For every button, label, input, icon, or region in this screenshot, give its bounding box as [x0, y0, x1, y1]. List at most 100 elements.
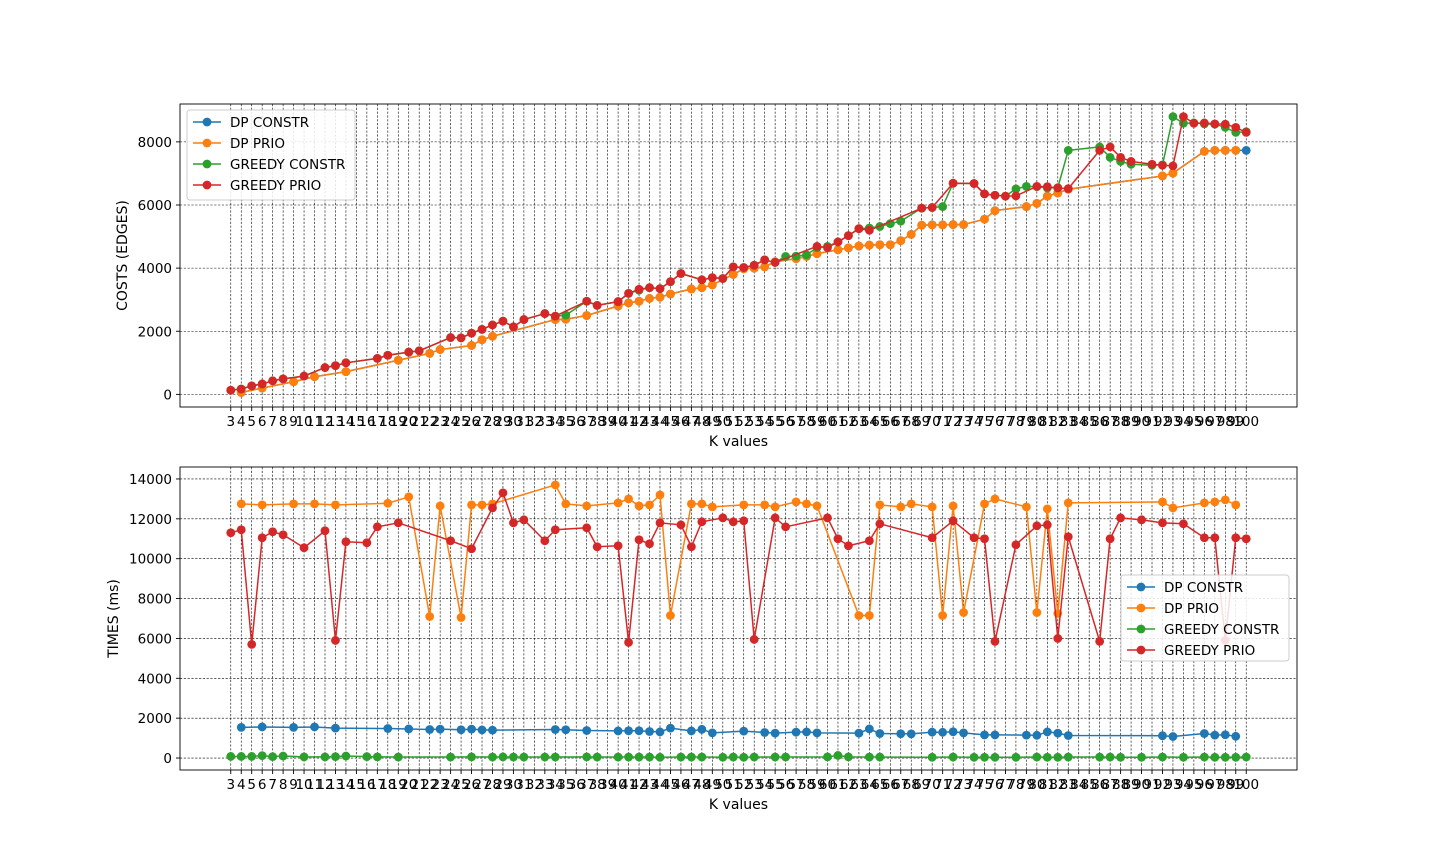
x-tick-label: 100 [1233, 777, 1259, 793]
y-tick-label: 8000 [138, 592, 172, 608]
data-point [331, 752, 340, 762]
x-axis-label: K values [709, 797, 768, 813]
x-tick-label: 6 [258, 777, 267, 793]
data-point [645, 752, 654, 762]
x-tick-label: 65 [871, 414, 888, 430]
data-point [1168, 168, 1178, 178]
x-tick-label: 90 [1133, 414, 1150, 430]
x-tick-label: 59 [808, 777, 825, 793]
x-tick-label: 87 [1102, 414, 1119, 430]
data-point [435, 501, 445, 511]
data-point [1011, 540, 1021, 550]
data-point [634, 535, 644, 545]
data-point [707, 728, 717, 738]
data-point [1063, 498, 1073, 508]
x-tick-label: 79 [1018, 414, 1035, 430]
x-tick-label: 68 [903, 777, 920, 793]
x-tick-label: 32 [526, 777, 543, 793]
data-point [864, 752, 874, 762]
data-point [760, 500, 770, 510]
data-point [1231, 752, 1241, 762]
data-point [488, 725, 497, 735]
x-tick-label: 61 [829, 777, 846, 793]
data-point [1021, 730, 1031, 740]
data-point [1105, 752, 1115, 762]
x-tick-label: 35 [557, 414, 574, 430]
data-point [1158, 731, 1167, 741]
data-point [833, 237, 843, 247]
data-point [739, 263, 749, 272]
data-point [1199, 118, 1209, 128]
x-tick-label: 74 [965, 777, 982, 793]
x-tick-label: 13 [327, 414, 344, 430]
legend-label: GREEDY PRIO [230, 178, 321, 194]
data-point [383, 724, 393, 733]
y-tick-label: 0 [163, 751, 172, 767]
x-tick-label: 67 [892, 414, 909, 430]
x-tick-label: 98 [1217, 777, 1234, 793]
x-tick-label: 26 [463, 777, 480, 793]
data-point [854, 728, 864, 738]
data-point [372, 752, 382, 762]
data-point [749, 260, 759, 270]
data-point [760, 255, 770, 265]
data-point [896, 216, 906, 226]
x-tick-label: 82 [1049, 777, 1066, 793]
data-point [226, 528, 236, 538]
data-point [864, 611, 874, 620]
data-point [1220, 146, 1230, 155]
x-tick-label: 84 [1070, 414, 1087, 430]
y-tick-label: 2000 [138, 324, 172, 340]
legend-item-dp-constr: DP CONSTR [1127, 580, 1243, 596]
x-tick-label: 99 [1227, 777, 1244, 793]
x-tick-label: 84 [1070, 777, 1087, 793]
x-tick-label: 24 [442, 414, 459, 430]
legend-label: DP CONSTR [1164, 580, 1243, 596]
data-point [875, 729, 885, 738]
x-tick-label: 3 [226, 414, 235, 430]
data-point [1220, 119, 1230, 129]
x-tick-label: 56 [777, 414, 794, 430]
x-tick-label: 72 [945, 777, 962, 793]
data-point [1032, 752, 1042, 762]
data-point [1011, 184, 1021, 194]
data-point [331, 723, 340, 733]
data-point [404, 724, 414, 734]
data-point [477, 324, 487, 334]
data-point [948, 178, 958, 188]
x-tick-label: 64 [861, 777, 878, 793]
x-tick-label: 11 [306, 777, 323, 793]
data-point [1032, 608, 1042, 617]
x-tick-label: 88 [1112, 414, 1129, 430]
y-tick-label: 8000 [138, 135, 172, 151]
x-tick-label: 64 [861, 414, 878, 430]
data-point [446, 333, 456, 342]
x-tick-label: 14 [337, 414, 354, 430]
data-point [896, 236, 906, 246]
data-point [739, 726, 749, 736]
x-tick-label: 91 [1143, 777, 1160, 793]
data-point [362, 752, 372, 762]
data-point [362, 538, 372, 548]
x-tick-label: 20 [400, 414, 417, 430]
data-point [739, 516, 749, 526]
legend-marker [1136, 582, 1146, 592]
x-tick-label: 18 [379, 777, 396, 793]
data-point [247, 752, 257, 761]
data-point [1147, 159, 1157, 169]
data-point [435, 345, 445, 354]
data-point [467, 500, 476, 510]
legend-item-greedy-prio: GREEDY PRIO [1127, 643, 1255, 659]
x-tick-label: 55 [767, 777, 784, 793]
data-point [645, 283, 654, 293]
data-point [268, 752, 278, 762]
data-point [1241, 146, 1251, 155]
data-point [393, 752, 403, 762]
x-tick-label: 43 [641, 777, 658, 793]
x-tick-label: 19 [390, 777, 407, 793]
x-tick-label: 4 [237, 777, 246, 793]
data-point [791, 727, 801, 737]
x-tick-label: 44 [651, 414, 668, 430]
data-point [1199, 533, 1209, 543]
data-point [655, 292, 665, 302]
